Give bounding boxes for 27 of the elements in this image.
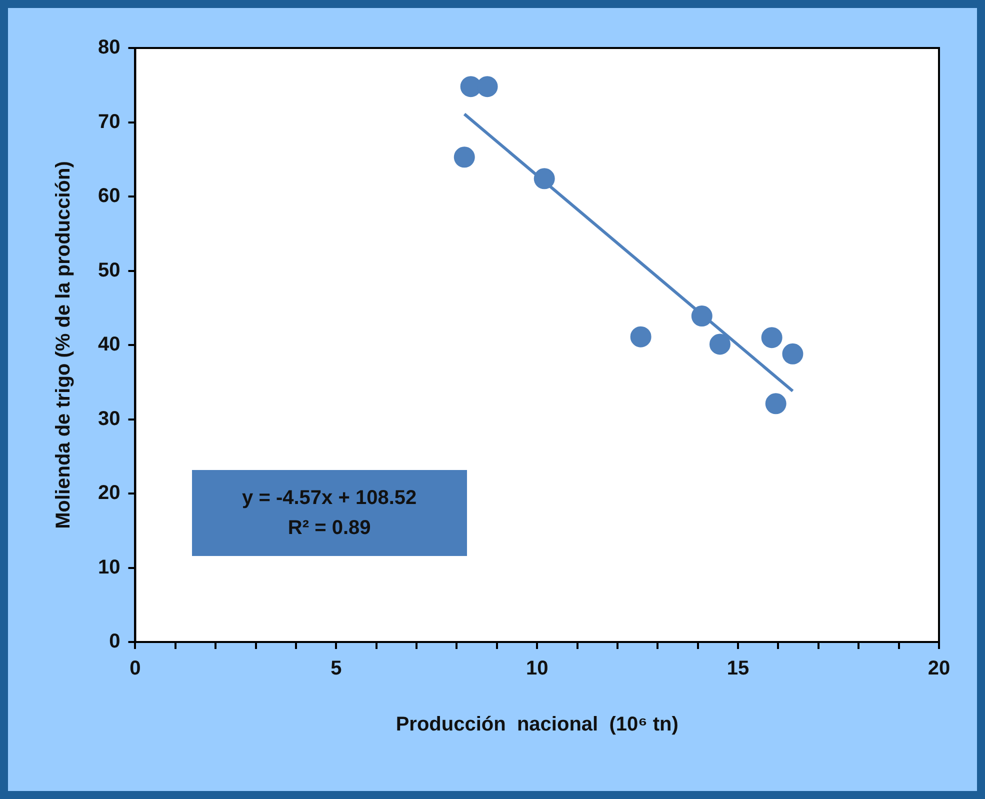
annotation: y = -4.57x + 108.52 [241, 486, 418, 511]
x-tick-label: 0 [130, 658, 141, 680]
point [765, 393, 786, 414]
y-tick-label: 40 [98, 334, 120, 356]
y-tick-label: 20 [98, 482, 120, 504]
y-tick-label: 70 [98, 110, 120, 133]
point [691, 306, 712, 327]
point [761, 327, 782, 348]
x-tick-label: 20 [928, 658, 950, 680]
y-tick-label: 30 [98, 408, 120, 430]
x-tick-label: 15 [726, 658, 750, 680]
annotation: R² = 0.89 [286, 516, 372, 541]
y-axis-title: Molienda de trigo (% de la producción) [52, 161, 75, 529]
point [782, 343, 804, 364]
x-tick-label: 10 [526, 658, 548, 680]
y-tick-label: 80 [98, 36, 120, 59]
point [709, 334, 730, 355]
y-tick-label: 50 [98, 259, 120, 282]
point [534, 168, 555, 190]
y-tick-label: 0 [109, 630, 120, 653]
x-tick-label: 5 [330, 658, 342, 680]
x-axis-title: Producción nacional (10⁶ tn) [396, 714, 678, 736]
y-tick-label: 60 [98, 185, 120, 208]
point [454, 146, 475, 168]
equation-box: y = -4.57x + 108.52 R² = 0.89 [192, 470, 468, 556]
point [630, 326, 652, 348]
y-tick-label: 10 [98, 556, 120, 578]
